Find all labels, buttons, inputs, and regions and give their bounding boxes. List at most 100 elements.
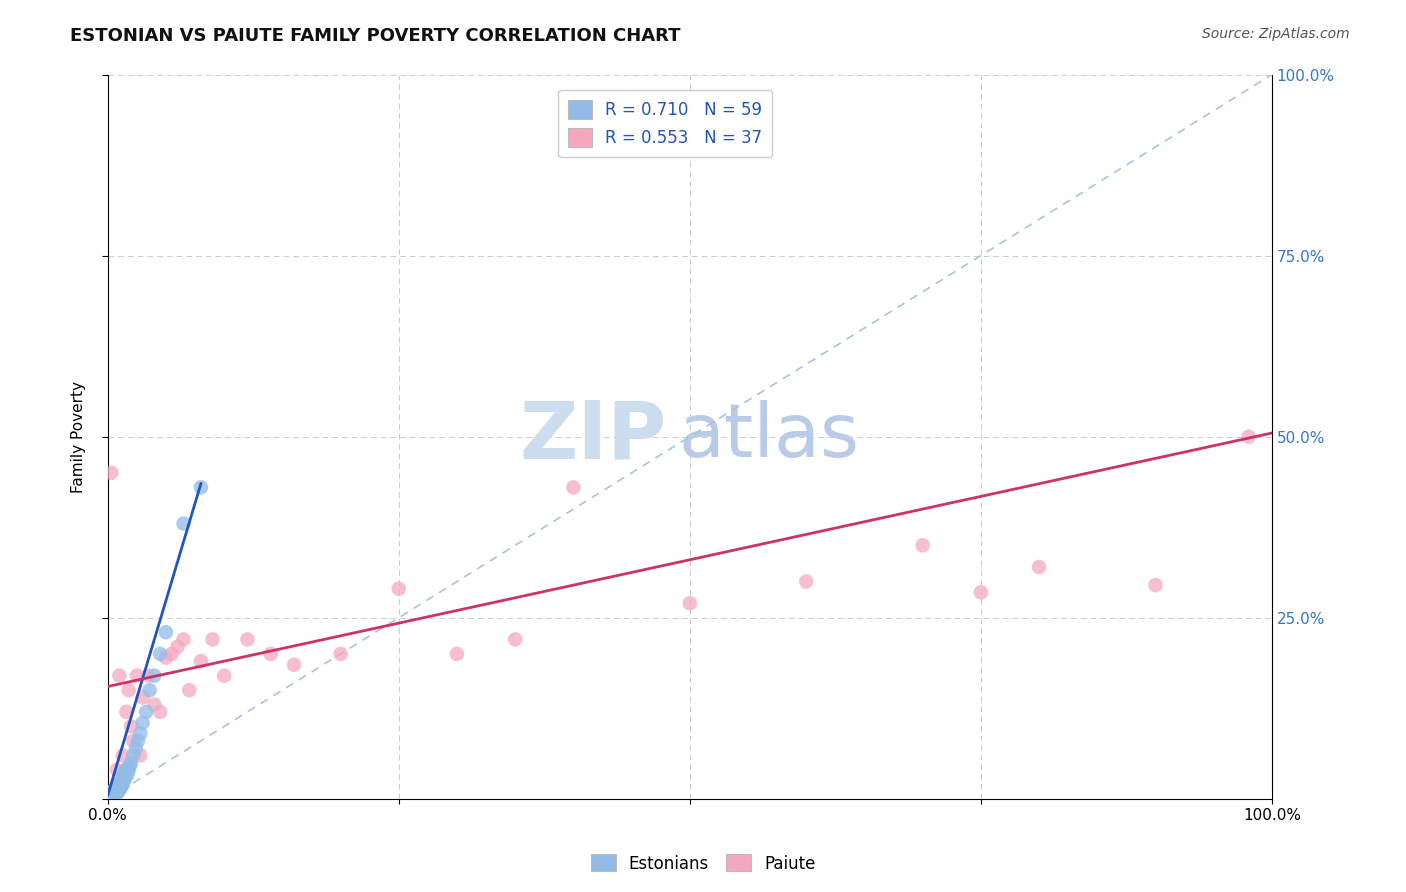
Point — [97, 789, 120, 803]
Point — [111, 768, 134, 782]
Point — [172, 516, 194, 531]
Point — [149, 705, 172, 719]
Point — [122, 748, 145, 763]
Point — [112, 768, 135, 782]
Point — [179, 683, 201, 698]
Point — [108, 668, 131, 682]
Y-axis label: Family Poverty: Family Poverty — [72, 381, 86, 492]
Point — [201, 632, 224, 647]
Point — [110, 780, 132, 795]
Point — [129, 726, 152, 740]
Point — [212, 668, 235, 682]
Point — [143, 698, 166, 712]
Point — [110, 777, 132, 791]
Point — [970, 585, 993, 599]
Point — [105, 779, 128, 793]
Point — [129, 748, 152, 763]
Legend: Estonians, Paiute: Estonians, Paiute — [583, 847, 823, 880]
Point — [107, 780, 129, 795]
Point — [108, 780, 131, 794]
Point — [131, 715, 153, 730]
Point — [105, 786, 128, 800]
Point — [112, 773, 135, 788]
Point — [100, 789, 122, 803]
Point — [446, 647, 468, 661]
Point — [143, 668, 166, 682]
Point — [120, 719, 142, 733]
Point — [104, 786, 127, 800]
Point — [100, 788, 122, 802]
Point — [108, 776, 131, 790]
Point — [115, 705, 138, 719]
Point — [103, 789, 125, 803]
Legend: R = 0.710   N = 59, R = 0.553   N = 37: R = 0.710 N = 59, R = 0.553 N = 37 — [558, 90, 772, 157]
Point — [107, 784, 129, 798]
Point — [98, 789, 121, 804]
Point — [135, 705, 157, 719]
Text: Source: ZipAtlas.com: Source: ZipAtlas.com — [1202, 27, 1350, 41]
Point — [236, 632, 259, 647]
Point — [118, 759, 141, 773]
Point — [794, 574, 817, 589]
Point — [104, 780, 127, 795]
Text: atlas: atlas — [678, 401, 859, 473]
Point — [104, 784, 127, 798]
Point — [111, 748, 134, 763]
Point — [283, 657, 305, 672]
Point — [118, 763, 141, 777]
Point — [125, 668, 148, 682]
Point — [105, 783, 128, 797]
Point — [172, 632, 194, 647]
Point — [111, 779, 134, 793]
Point — [120, 756, 142, 770]
Point — [166, 640, 188, 654]
Point — [107, 777, 129, 791]
Point — [111, 773, 134, 788]
Point — [104, 783, 127, 797]
Point — [155, 650, 177, 665]
Point — [115, 763, 138, 777]
Point — [115, 768, 138, 782]
Point — [114, 772, 136, 786]
Point — [1237, 430, 1260, 444]
Point — [138, 668, 160, 682]
Point — [105, 763, 128, 777]
Text: ESTONIAN VS PAIUTE FAMILY POVERTY CORRELATION CHART: ESTONIAN VS PAIUTE FAMILY POVERTY CORREL… — [70, 27, 681, 45]
Point — [503, 632, 526, 647]
Point — [101, 787, 124, 801]
Point — [125, 741, 148, 756]
Point — [122, 734, 145, 748]
Text: ZIP: ZIP — [519, 398, 666, 475]
Point — [329, 647, 352, 661]
Point — [98, 788, 121, 802]
Point — [117, 766, 139, 780]
Point — [1144, 578, 1167, 592]
Point — [100, 786, 122, 800]
Point — [100, 466, 122, 480]
Point — [127, 734, 149, 748]
Point — [160, 647, 183, 661]
Point — [101, 784, 124, 798]
Point — [149, 647, 172, 661]
Point — [1028, 560, 1050, 574]
Point — [562, 480, 585, 494]
Point — [138, 683, 160, 698]
Point — [103, 788, 125, 802]
Point — [108, 783, 131, 797]
Point — [190, 654, 212, 668]
Point — [155, 625, 177, 640]
Point — [101, 788, 124, 802]
Point — [104, 788, 127, 802]
Point — [117, 761, 139, 775]
Point — [679, 596, 702, 610]
Point — [111, 777, 134, 791]
Point — [114, 764, 136, 779]
Point — [97, 790, 120, 805]
Point — [103, 783, 125, 797]
Point — [388, 582, 411, 596]
Point — [118, 683, 141, 698]
Point — [103, 786, 125, 800]
Point — [104, 787, 127, 801]
Point — [190, 480, 212, 494]
Point — [911, 538, 934, 552]
